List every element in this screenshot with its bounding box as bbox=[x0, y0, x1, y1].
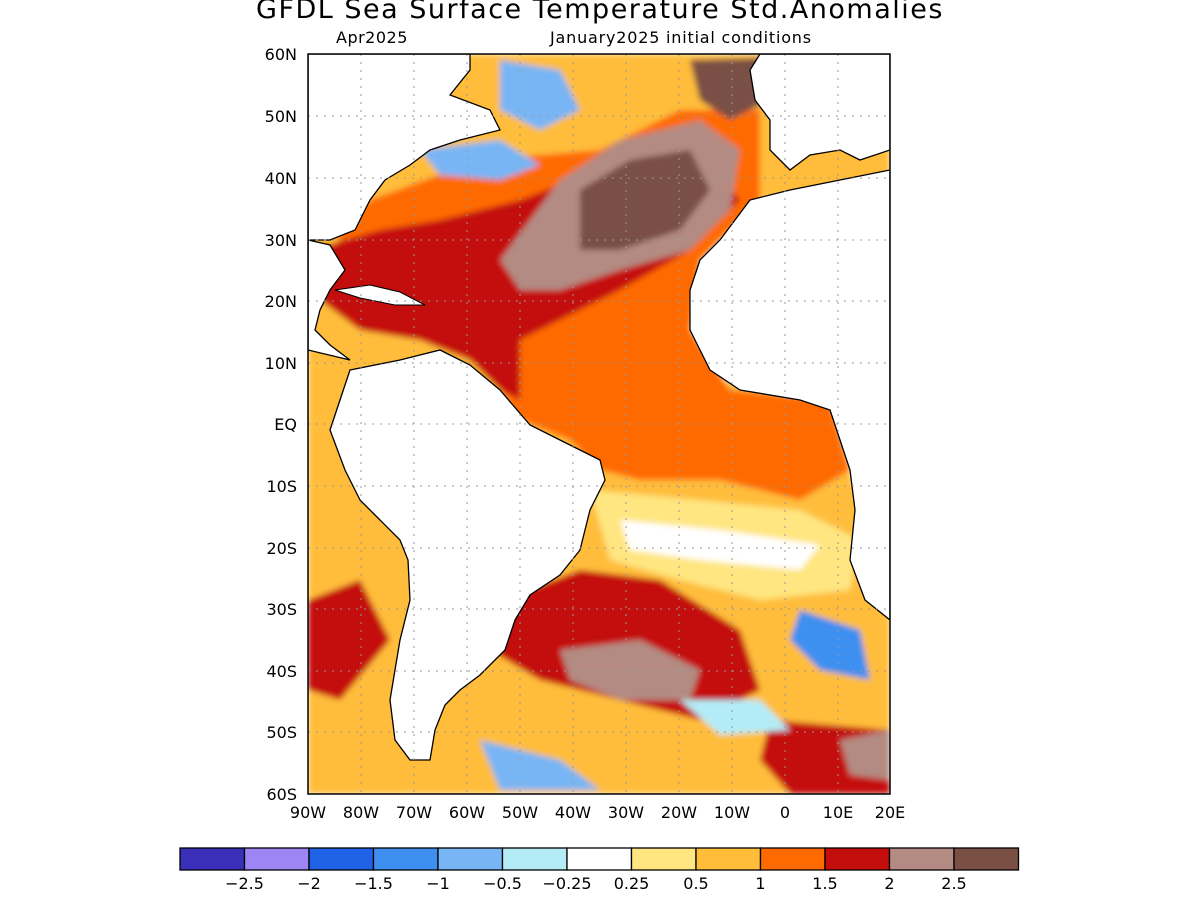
lon-label: 60W bbox=[449, 803, 485, 822]
initial-conditions: January2025 initial conditions bbox=[550, 28, 812, 47]
anomaly-region-negative bbox=[480, 740, 600, 790]
colorbar-swatch bbox=[566, 847, 633, 871]
lon-label: 50W bbox=[502, 803, 538, 822]
colorbar-swatch bbox=[695, 847, 762, 871]
map-frame bbox=[307, 53, 891, 795]
anomaly-region-level-2-5 bbox=[840, 730, 890, 780]
anomaly-field bbox=[308, 54, 890, 794]
lat-label: 60S bbox=[266, 785, 297, 804]
lat-label: 40S bbox=[266, 662, 297, 681]
anomaly-region-level-2-5 bbox=[560, 640, 700, 700]
lat-label: 30S bbox=[266, 600, 297, 619]
lat-axis: 60N 50N 40N 30N 20N 10N EQ 10S 20S 30S 4… bbox=[265, 45, 297, 804]
colorbar-label: −2.5 bbox=[225, 874, 264, 893]
lat-label: 20S bbox=[266, 539, 297, 558]
lon-label: 30W bbox=[608, 803, 644, 822]
land-north-america bbox=[308, 54, 501, 241]
anomaly-region-negative bbox=[420, 140, 540, 180]
colorbar-swatch bbox=[308, 847, 375, 871]
lon-label: 20W bbox=[661, 803, 697, 822]
colorbar-label: −2 bbox=[297, 874, 321, 893]
lat-label: 10N bbox=[265, 354, 297, 373]
lon-label: 40W bbox=[555, 803, 591, 822]
lat-label: EQ bbox=[274, 415, 297, 434]
colorbar-label: 1.5 bbox=[812, 874, 837, 893]
anomaly-region-negative bbox=[680, 700, 790, 735]
lat-label: 50S bbox=[266, 723, 297, 742]
colorbar-label: 2 bbox=[884, 874, 894, 893]
land-central-america bbox=[308, 239, 351, 361]
colorbar: −2.5 −2 −1.5 −1 −0.5 −0.25 0.25 0.5 1 1.5 2 2.5 bbox=[179, 847, 1020, 893]
colorbar-swatch bbox=[437, 847, 504, 871]
lon-label: 10E bbox=[823, 803, 853, 822]
graticule bbox=[308, 54, 890, 794]
colorbar-label: −0.25 bbox=[542, 874, 591, 893]
colorbar-label: 0.25 bbox=[614, 874, 650, 893]
lon-axis: 90W 80W 70W 60W 50W 40W 30W 20W 10W 0 10… bbox=[290, 803, 905, 822]
lon-label: 10W bbox=[714, 803, 750, 822]
colorbar-swatch bbox=[759, 847, 826, 871]
land-europe bbox=[749, 54, 890, 171]
anomaly-region-negative bbox=[790, 610, 870, 680]
colorbar-label: 0.5 bbox=[683, 874, 708, 893]
lat-label: 40N bbox=[265, 169, 297, 188]
land-south-america bbox=[329, 349, 606, 761]
colorbar-swatch bbox=[953, 847, 1020, 871]
land-africa bbox=[689, 169, 890, 621]
chart-title: GFDL Sea Surface Temperature Std.Anomali… bbox=[256, 0, 944, 25]
colorbar-label: −1.5 bbox=[354, 874, 393, 893]
anomaly-region-level-3 bbox=[580, 150, 710, 250]
colorbar-swatch bbox=[179, 847, 246, 871]
lon-label: 20E bbox=[875, 803, 905, 822]
colorbar-label: −0.5 bbox=[483, 874, 522, 893]
lon-label: 70W bbox=[396, 803, 432, 822]
land-cuba bbox=[334, 284, 426, 306]
colorbar-swatch bbox=[501, 847, 568, 871]
colorbar-swatch bbox=[372, 847, 439, 871]
lon-label: 80W bbox=[343, 803, 379, 822]
colorbar-swatch bbox=[888, 847, 955, 871]
colorbar-swatch bbox=[824, 847, 891, 871]
lat-label: 50N bbox=[265, 107, 297, 126]
lon-label: 90W bbox=[290, 803, 326, 822]
lat-label: 20N bbox=[265, 292, 297, 311]
lat-label: 60N bbox=[265, 45, 297, 64]
lon-label: 0 bbox=[780, 803, 790, 822]
anomaly-region-level-2 bbox=[308, 580, 390, 700]
forecast-month: Apr2025 bbox=[336, 28, 408, 47]
anomaly-region-neutral bbox=[620, 520, 820, 570]
colorbar-swatch bbox=[630, 847, 697, 871]
colorbar-label: 1 bbox=[755, 874, 765, 893]
anomaly-region-negative bbox=[500, 60, 580, 130]
colorbar-label: 2.5 bbox=[941, 874, 966, 893]
lat-label: 10S bbox=[266, 477, 297, 496]
colorbar-swatch bbox=[243, 847, 310, 871]
lat-label: 30N bbox=[265, 231, 297, 250]
colorbar-label: −1 bbox=[426, 874, 450, 893]
